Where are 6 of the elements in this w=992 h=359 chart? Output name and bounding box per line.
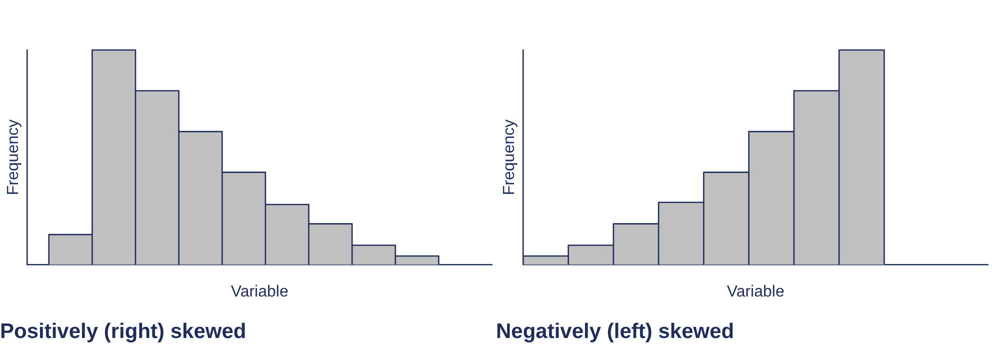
x-axis-title: Variable [230, 284, 288, 301]
y-axis-title: Frequency [501, 120, 518, 196]
text: Positively (right) skewed [0, 320, 246, 344]
text: Negatively (left) skewed [496, 320, 734, 344]
x-axis-title: Variable [726, 284, 784, 301]
y-axis-title: Frequency [5, 120, 22, 196]
